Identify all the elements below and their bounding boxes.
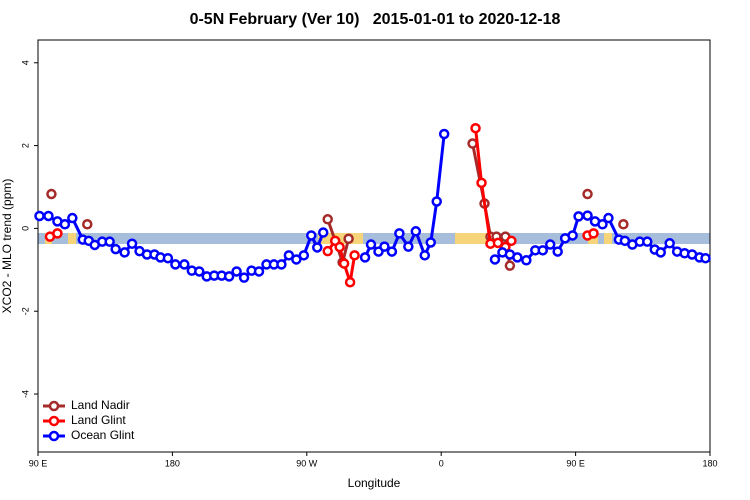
y-tick-label: 2 (20, 143, 30, 148)
point (489, 254, 501, 265)
point (283, 250, 295, 261)
point (379, 241, 390, 252)
point (567, 230, 578, 241)
point (322, 245, 333, 257)
y-axis-label: XCO2 - MLO trend (ppm) (0, 179, 14, 314)
point (338, 258, 350, 269)
point (179, 259, 190, 270)
point (231, 266, 242, 277)
legend-label: Ocean Glint (71, 428, 135, 442)
point (104, 236, 115, 247)
point (82, 219, 93, 230)
point (52, 228, 63, 239)
y-tick-label: -4 (20, 390, 30, 398)
point (552, 246, 563, 257)
legend-marker (48, 400, 60, 412)
x-tick-label: 90 W (296, 458, 318, 468)
y-tick-label: -2 (20, 307, 30, 315)
point (588, 228, 599, 239)
chart-title: 0-5N February (Ver 10) 2015-01-01 to 202… (190, 11, 561, 28)
point (43, 210, 54, 222)
point (664, 238, 675, 249)
point (312, 242, 323, 253)
point (425, 237, 436, 248)
point (46, 188, 57, 200)
point (476, 177, 487, 189)
point (59, 219, 71, 230)
point (359, 252, 371, 263)
point (642, 236, 653, 247)
x-tick-label: 90 E (566, 458, 585, 468)
point (119, 247, 130, 258)
ocean-band (38, 233, 710, 244)
point (419, 250, 431, 261)
point (700, 252, 711, 264)
point (344, 276, 356, 288)
point (126, 238, 138, 249)
point (492, 237, 504, 249)
point (582, 188, 593, 200)
point (291, 254, 302, 265)
point (110, 243, 121, 255)
point (386, 246, 398, 257)
land-band (455, 233, 492, 244)
point (573, 211, 584, 222)
point (322, 214, 333, 225)
land-band (68, 233, 76, 244)
point (170, 259, 181, 270)
legend-marker (48, 415, 60, 427)
legend-marker (48, 430, 60, 442)
point (253, 266, 265, 277)
point (467, 138, 478, 149)
point (655, 247, 666, 258)
point (618, 219, 629, 230)
point (410, 226, 422, 237)
point (582, 210, 593, 221)
plot-frame (37, 39, 711, 453)
x-tick-label: 180 (165, 458, 180, 468)
point (521, 255, 532, 266)
point (223, 271, 235, 282)
land-band (318, 233, 363, 244)
x-tick-label: 90 E (29, 458, 48, 468)
point (343, 233, 354, 245)
point (162, 252, 174, 264)
point (394, 228, 405, 239)
point (504, 260, 516, 271)
land-band (604, 233, 612, 244)
point (537, 245, 548, 256)
point (317, 227, 329, 238)
point (334, 241, 345, 253)
point (544, 239, 556, 250)
point (276, 259, 287, 270)
point (470, 122, 481, 134)
point (34, 210, 45, 222)
y-tick-label: 0 (20, 226, 30, 231)
legend-label: Land Nadir (71, 398, 130, 412)
point (403, 241, 414, 252)
point (67, 212, 78, 224)
x-tick-label: 180 (702, 458, 717, 468)
point (238, 272, 250, 283)
point (438, 128, 450, 140)
x-axis-label: Longitude (348, 476, 401, 490)
point (365, 239, 377, 250)
point (506, 235, 517, 247)
x-tick-label: 0 (439, 458, 444, 468)
point (431, 196, 442, 207)
point (306, 230, 317, 241)
y-tick-label: 4 (20, 60, 30, 65)
point (603, 212, 614, 224)
point (597, 219, 608, 230)
legend-label: Land Glint (71, 413, 126, 427)
point (349, 250, 360, 261)
point (298, 250, 310, 261)
point (512, 252, 523, 263)
point (194, 266, 205, 277)
